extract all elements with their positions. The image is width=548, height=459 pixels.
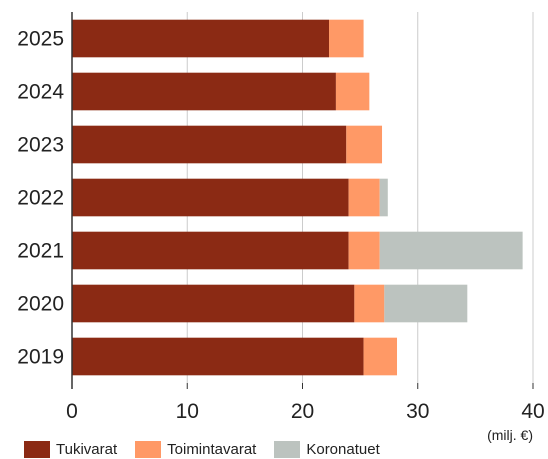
category-label-2025: 2025 — [17, 28, 64, 51]
unit-label: (milj. €) — [487, 427, 533, 443]
category-label-2022: 2022 — [17, 187, 64, 210]
bar-2024-tukivarat — [72, 72, 336, 111]
bar-2023-tukivarat — [72, 125, 347, 164]
x-tick-label-20: 20 — [291, 400, 314, 423]
category-label-2023: 2023 — [17, 134, 64, 157]
category-label-2021: 2021 — [17, 240, 64, 263]
bar-2020-tukivarat — [72, 284, 355, 323]
legend-label: Koronatuet — [306, 441, 380, 458]
bars — [72, 19, 523, 376]
legend-swatch — [24, 441, 50, 458]
bar-2022-tukivarat — [72, 178, 349, 217]
category-label-2020: 2020 — [17, 293, 64, 316]
bar-2022-koronatuet — [379, 178, 388, 217]
x-axis: 0 10 20 30 40 — [66, 12, 545, 423]
bar-2024-toimintavarat — [335, 72, 370, 111]
bar-2021-tukivarat — [72, 231, 349, 270]
bar-2025-tukivarat — [72, 19, 330, 58]
bar-2019-toimintavarat — [363, 337, 398, 376]
legend: Tukivarat Toimintavarat Koronatuet — [24, 441, 398, 458]
category-labels: 2025 2024 2023 2022 2021 2020 2019 — [17, 28, 64, 369]
bar-2020-koronatuet — [384, 284, 468, 323]
bar-2022-toimintavarat — [348, 178, 380, 217]
bar-2019-tukivarat — [72, 337, 364, 376]
legend-item-koronatuet: Koronatuet — [274, 441, 380, 458]
legend-swatch — [274, 441, 301, 458]
bar-2021-koronatuet — [379, 231, 523, 270]
x-tick-label-30: 30 — [406, 400, 429, 423]
bar-2021-toimintavarat — [348, 231, 380, 270]
legend-label: Toimintavarat — [167, 441, 257, 458]
category-label-2024: 2024 — [17, 81, 64, 104]
x-tick-label-40: 40 — [521, 400, 544, 423]
bar-2023-toimintavarat — [346, 125, 383, 164]
x-tick-label-0: 0 — [66, 400, 78, 423]
legend-label: Tukivarat — [56, 441, 118, 458]
bar-2025-toimintavarat — [329, 19, 364, 58]
legend-swatch — [135, 441, 162, 458]
x-tick-label-10: 10 — [176, 400, 199, 423]
category-label-2019: 2019 — [17, 346, 64, 369]
bar-2020-toimintavarat — [354, 284, 385, 323]
legend-item-toimintavarat: Toimintavarat — [135, 441, 256, 458]
legend-item-tukivarat: Tukivarat — [24, 441, 117, 458]
